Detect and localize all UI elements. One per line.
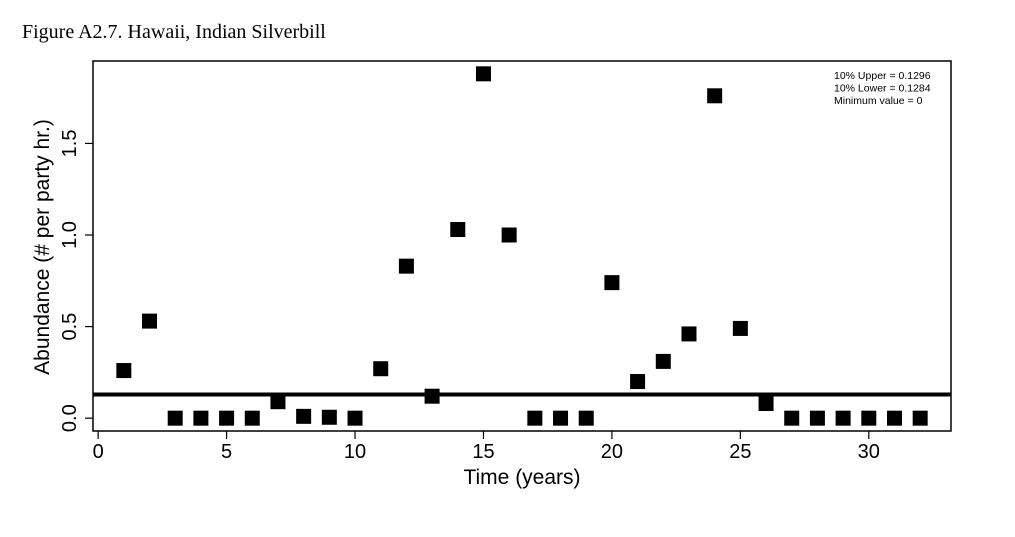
data-point-12	[398, 258, 414, 274]
data-point-3	[167, 410, 183, 426]
x-tick-label-15: 15	[472, 441, 494, 463]
x-tick-label-30: 30	[858, 441, 880, 463]
data-point-31	[886, 410, 902, 426]
x-axis: 0 5 10 15 20 25 30	[93, 431, 880, 463]
data-point-19	[578, 410, 594, 426]
data-point-7	[270, 394, 286, 410]
plot-frame	[92, 60, 952, 432]
data-point-13	[424, 388, 440, 404]
data-point-20	[604, 275, 620, 291]
x-axis-label: Time (years)	[463, 466, 580, 489]
data-point-8	[296, 408, 312, 424]
legend-line-2: 10% Lower = 0.1284	[834, 83, 931, 95]
data-point-18	[553, 410, 569, 426]
x-tick-label-0: 0	[93, 441, 104, 463]
data-point-5	[219, 410, 235, 426]
y-tick-label-1.0: 1.0	[59, 221, 81, 249]
data-point-32	[912, 410, 928, 426]
data-point-14	[450, 222, 466, 238]
data-point-26	[758, 396, 774, 412]
data-point-27	[784, 410, 800, 426]
y-tick-label-1.5: 1.5	[59, 130, 81, 158]
data-point-2	[142, 313, 158, 329]
y-axis: 0.0 0.5 1.0 1.5	[59, 130, 93, 432]
legend-line-3: Minimum value = 0	[834, 95, 923, 107]
data-point-29	[835, 410, 851, 426]
figure-title: Figure A2.7. Hawaii, Indian Silverbill	[22, 21, 326, 43]
data-point-15	[475, 66, 491, 82]
data-point-28	[809, 410, 825, 426]
data-point-16	[501, 227, 517, 243]
x-tick-label-20: 20	[601, 441, 623, 463]
x-tick-label-10: 10	[344, 441, 366, 463]
y-axis-label: Abundance (# per party hr.)	[31, 119, 54, 375]
data-point-22	[655, 353, 671, 369]
data-point-30	[861, 410, 877, 426]
y-tick-label-0.5: 0.5	[59, 313, 81, 341]
data-point-1	[116, 363, 132, 379]
data-point-4	[193, 410, 209, 426]
x-tick-label-25: 25	[729, 441, 751, 463]
data-point-21	[630, 374, 646, 390]
data-point-17	[527, 410, 543, 426]
x-tick-label-5: 5	[221, 441, 232, 463]
legend-line-1: 10% Upper = 0.1296	[834, 70, 931, 82]
data-point-10	[347, 410, 363, 426]
data-point-23	[681, 326, 697, 342]
data-point-24	[707, 88, 723, 104]
data-point-11	[373, 361, 389, 377]
data-point-25	[732, 320, 748, 336]
data-point-9	[321, 409, 337, 425]
y-tick-label-0.0: 0.0	[59, 404, 81, 432]
data-point-6	[244, 410, 260, 426]
